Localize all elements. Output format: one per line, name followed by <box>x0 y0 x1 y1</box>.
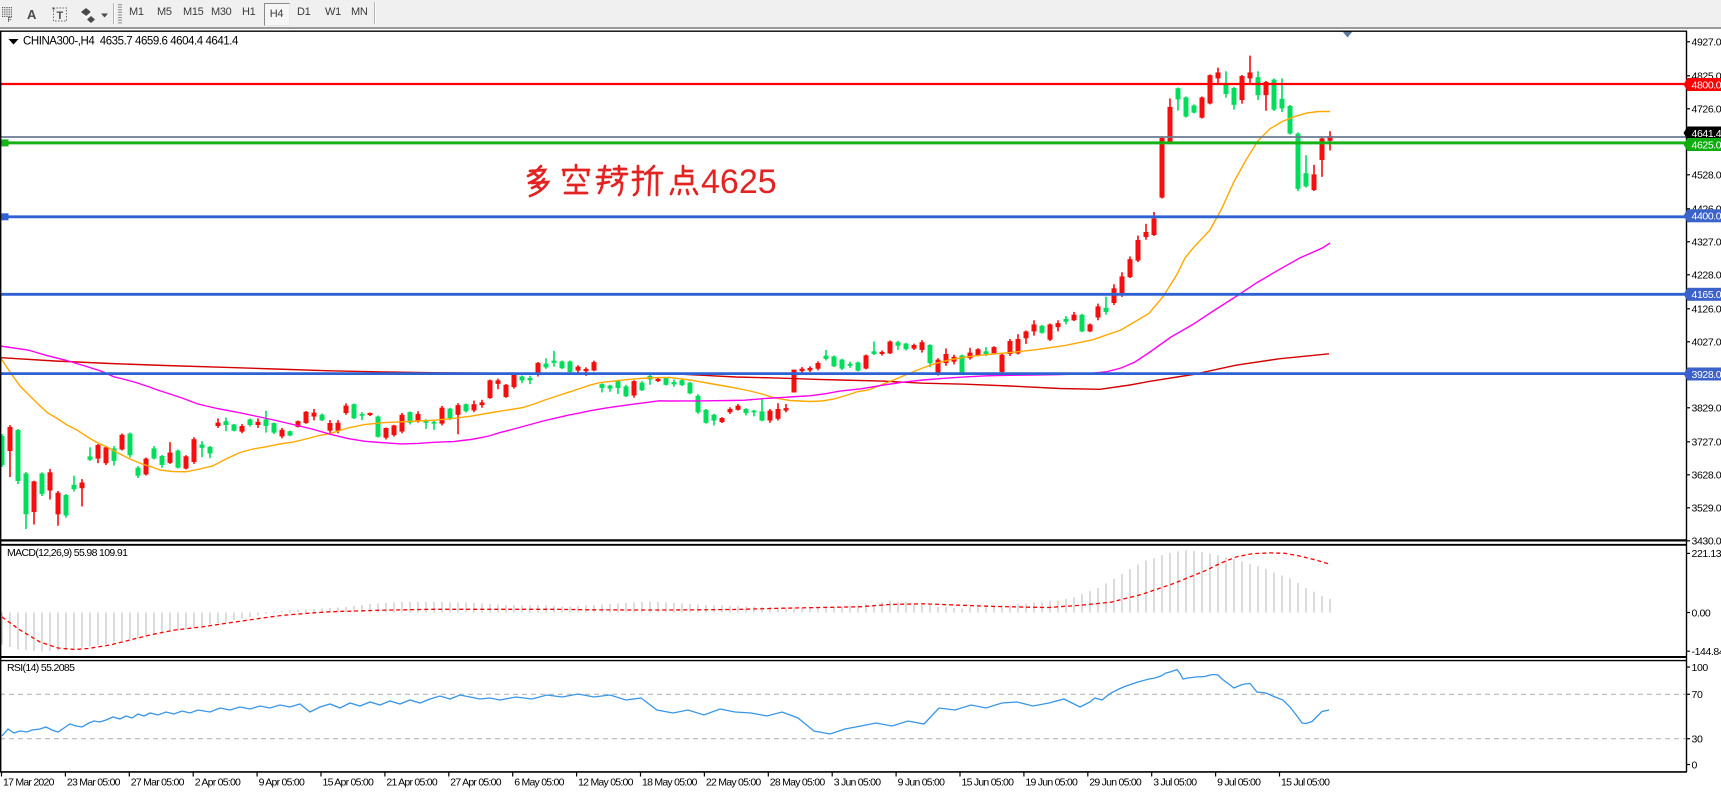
svg-text:18 May 05:00: 18 May 05:00 <box>642 777 698 789</box>
svg-text:6 May 05:00: 6 May 05:00 <box>514 777 564 789</box>
svg-text:70: 70 <box>1692 689 1703 701</box>
svg-text:3727.0: 3727.0 <box>1692 437 1721 449</box>
svg-text:CHINA300-,H4 4635.7 4659.6 46: CHINA300-,H4 4635.7 4659.6 4604.4 4641.4 <box>23 35 239 47</box>
svg-text:29 Jun 05:00: 29 Jun 05:00 <box>1089 777 1142 789</box>
svg-text:A: A <box>27 7 37 22</box>
svg-text:4027.0: 4027.0 <box>1692 337 1721 349</box>
svg-text:4528.0: 4528.0 <box>1692 170 1721 182</box>
svg-text:15 Jun 05:00: 15 Jun 05:00 <box>962 777 1015 789</box>
svg-text:4625: 4625 <box>701 163 777 201</box>
svg-text:4800.0: 4800.0 <box>1692 79 1721 91</box>
svg-text:15 Apr 05:00: 15 Apr 05:00 <box>323 777 374 789</box>
svg-text:F: F <box>8 17 12 24</box>
svg-text:27 Mar 05:00: 27 Mar 05:00 <box>131 777 185 789</box>
svg-text:23 Mar 05:00: 23 Mar 05:00 <box>67 777 121 789</box>
svg-text:4641.4: 4641.4 <box>1692 128 1721 140</box>
svg-text:0: 0 <box>1692 759 1698 771</box>
svg-text:3 Jul 05:00: 3 Jul 05:00 <box>1153 777 1197 789</box>
svg-text:-144.84: -144.84 <box>1692 646 1721 658</box>
svg-text:28 May 05:00: 28 May 05:00 <box>770 777 826 789</box>
svg-text:MACD(12,26,9) 55.98 109.91: MACD(12,26,9) 55.98 109.91 <box>7 547 128 559</box>
svg-text:27 Apr 05:00: 27 Apr 05:00 <box>450 777 501 789</box>
svg-text:221.13: 221.13 <box>1692 548 1721 560</box>
svg-text:3628.0: 3628.0 <box>1692 470 1721 482</box>
svg-text:4165.0: 4165.0 <box>1692 289 1721 301</box>
svg-text:12 May 05:00: 12 May 05:00 <box>578 777 634 789</box>
svg-text:100: 100 <box>1692 662 1709 674</box>
svg-text:4400.0: 4400.0 <box>1692 211 1721 223</box>
svg-text:19 Jun 05:00: 19 Jun 05:00 <box>1025 777 1078 789</box>
svg-text:RSI(14) 55.2085: RSI(14) 55.2085 <box>7 662 75 674</box>
svg-text:3529.0: 3529.0 <box>1692 503 1721 515</box>
svg-text:T: T <box>57 10 64 22</box>
svg-text:4927.0: 4927.0 <box>1692 37 1721 49</box>
svg-text:30: 30 <box>1692 734 1703 746</box>
svg-text:4228.0: 4228.0 <box>1692 270 1721 282</box>
svg-text:17 Mar 2020: 17 Mar 2020 <box>3 777 55 789</box>
svg-text:9 Apr 05:00: 9 Apr 05:00 <box>259 777 305 789</box>
svg-text:2 Apr 05:00: 2 Apr 05:00 <box>195 777 241 789</box>
svg-text:3430.0: 3430.0 <box>1692 536 1721 548</box>
svg-text:4327.0: 4327.0 <box>1692 237 1721 249</box>
svg-text:9 Jun 05:00: 9 Jun 05:00 <box>898 777 946 789</box>
svg-text:3928.0: 3928.0 <box>1692 369 1721 381</box>
svg-text:4726.0: 4726.0 <box>1692 104 1721 116</box>
svg-text:0.00: 0.00 <box>1692 607 1711 619</box>
svg-text:4625.0: 4625.0 <box>1692 139 1721 151</box>
svg-text:3829.0: 3829.0 <box>1692 403 1721 415</box>
svg-text:21 Apr 05:00: 21 Apr 05:00 <box>386 777 437 789</box>
svg-text:22 May 05:00: 22 May 05:00 <box>706 777 762 789</box>
svg-text:9 Jul 05:00: 9 Jul 05:00 <box>1217 777 1261 789</box>
svg-text:15 Jul 05:00: 15 Jul 05:00 <box>1281 777 1330 789</box>
svg-text:4126.0: 4126.0 <box>1692 304 1721 316</box>
svg-text:3 Jun 05:00: 3 Jun 05:00 <box>834 777 882 789</box>
